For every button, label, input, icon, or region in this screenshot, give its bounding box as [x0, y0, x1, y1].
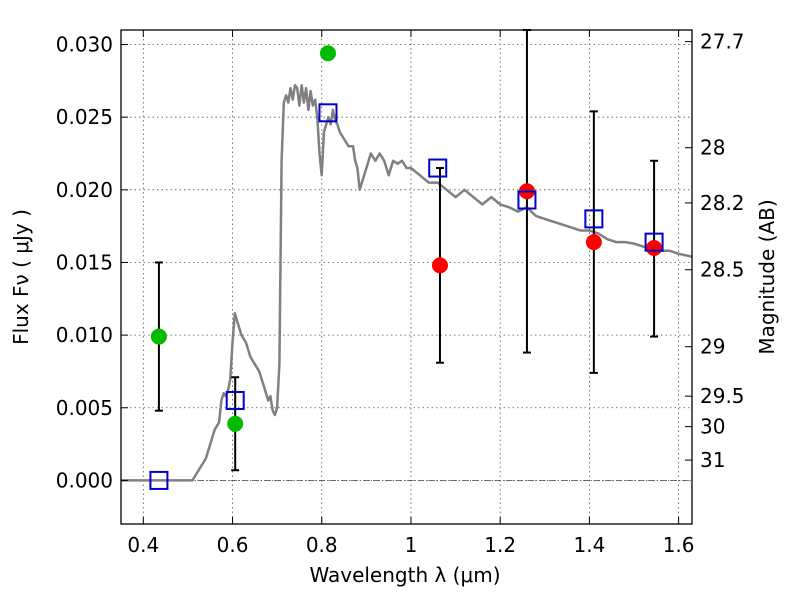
detection-point-0 — [431, 257, 448, 274]
error-bars — [154, 29, 659, 472]
model-photometry-square-3 — [428, 158, 448, 178]
x-tick-label-4: 1.2 — [484, 533, 516, 557]
x-tick-label-3: 1 — [405, 533, 418, 557]
model-photometry-square-0 — [149, 470, 169, 490]
model-photometry-square-2 — [318, 103, 338, 123]
y-tick-label-1: 0.005 — [56, 396, 113, 420]
right-tick-label-5: 29.5 — [700, 384, 745, 408]
model-photometry-square-1 — [225, 391, 245, 410]
model-photometry-square-6 — [644, 232, 664, 252]
x-tick-label-5: 1.4 — [573, 533, 605, 557]
detection-point-2 — [585, 234, 602, 251]
y-tick-label-2: 0.010 — [56, 323, 113, 347]
right-axis-title: Magnitude (AB) — [755, 199, 779, 354]
right-tick-label-6: 30 — [700, 415, 725, 439]
right-tick-label-1: 28 — [700, 136, 725, 160]
photometry-markers — [149, 45, 664, 490]
right-tick-label-4: 29 — [700, 335, 725, 359]
detection-point-3 — [646, 239, 663, 256]
right-tick-label-2: 28.2 — [700, 191, 745, 215]
x-tick-label-2: 0.8 — [306, 533, 338, 557]
x-tick-label-0: 0.4 — [127, 533, 159, 557]
model-photometry-square-5 — [584, 209, 604, 229]
nondetection-point-1 — [227, 415, 244, 432]
nondetection-point-0 — [150, 328, 167, 345]
plot-frame — [120, 29, 693, 525]
y-tick-label-0: 0.000 — [56, 468, 113, 492]
right-tick-label-3: 28.5 — [700, 258, 745, 282]
y-tick-label-6: 0.030 — [56, 33, 113, 57]
grid — [121, 30, 692, 524]
nondetection-point-2 — [319, 45, 336, 62]
x-axis-title: Wavelength λ (μm) — [309, 563, 500, 587]
y-tick-label-4: 0.020 — [56, 178, 113, 202]
model-photometry-square-4 — [517, 190, 537, 210]
sed-model-line — [121, 83, 693, 482]
y-tick-label-5: 0.025 — [56, 105, 113, 129]
right-tick-label-0: 27.7 — [700, 30, 745, 54]
x-tick-label-1: 0.6 — [217, 533, 249, 557]
axis-ticks: 0.4 0.6 0.8 1 1.2 1.4 1.6 0.000 0.005 0.010 0.015 0… — [56, 30, 745, 557]
x-tick-label-6: 1.6 — [663, 533, 695, 557]
y-tick-label-3: 0.015 — [56, 250, 113, 274]
right-tick-label-7: 31 — [700, 448, 725, 472]
y-axis-title: Flux Fν ( μJy ) — [9, 209, 33, 345]
